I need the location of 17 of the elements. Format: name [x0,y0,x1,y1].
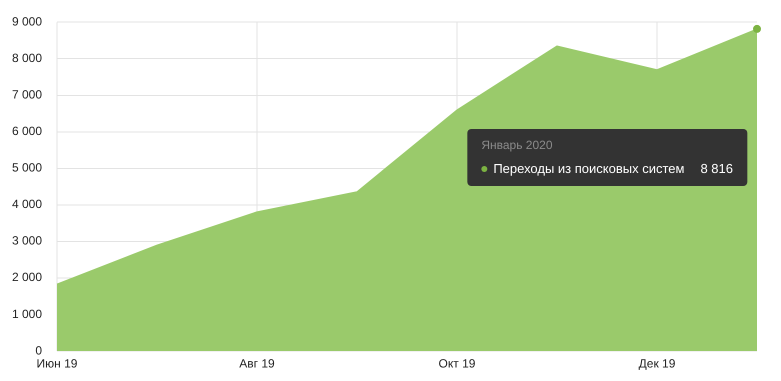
y-tick-label: 5 000 [12,160,42,175]
y-tick-label: 2 000 [12,270,42,284]
y-tick-label: 0 [35,343,42,358]
y-tick-label: 8 000 [12,51,42,66]
x-tick-label: Июн 19 [36,356,78,371]
x-tick-label: Авг 19 [239,356,276,371]
annotation: 8 816 [700,160,733,176]
y-tick-label: 4 000 [12,197,42,212]
y-tick-label: 3 000 [12,234,42,248]
y-tick-label: 6 000 [12,124,42,138]
y-tick-label: 1 000 [12,306,42,321]
x-tick-label: Окт 19 [438,356,476,371]
legend-label: Переходы из поисковых систем [493,160,684,176]
annotation: Январь 2020 [481,138,554,152]
y-tick-label: 9 000 [12,14,42,29]
x-tick-label: Дек 19 [638,356,676,371]
y-tick-label: 7 000 [12,88,42,102]
